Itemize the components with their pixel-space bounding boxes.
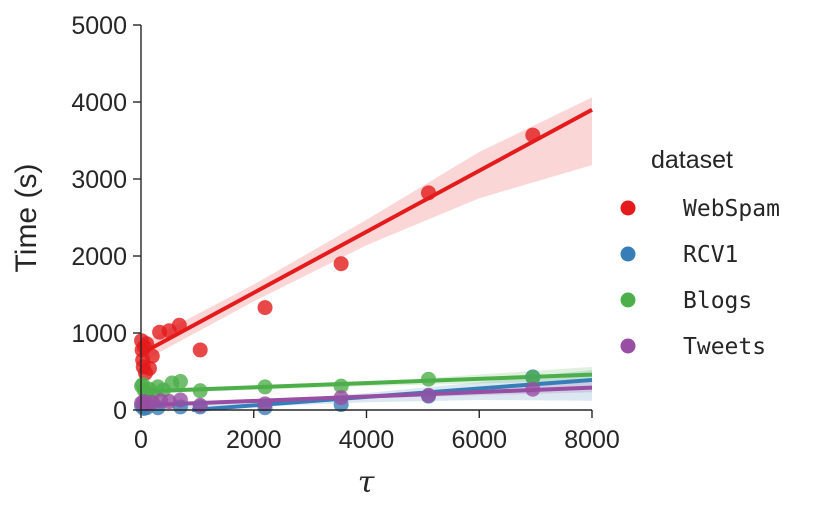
webspam-data-point (144, 348, 160, 364)
blogs-data-point (421, 371, 437, 387)
tweets-data-point (161, 394, 177, 410)
y-tick-label: 5000 (71, 12, 127, 40)
webspam-fit-line (140, 107, 593, 356)
tweets-data-point (333, 390, 349, 406)
legend-marker-blogs (620, 292, 636, 308)
webspam-data-point (421, 185, 437, 201)
webspam-data-point (333, 256, 349, 272)
legend-label-rcv1: RCV1 (683, 242, 738, 268)
tweets-data-point (192, 397, 208, 413)
tweets-data-point (525, 381, 541, 397)
blogs-data-point (333, 378, 349, 394)
y-tick-label: 1000 (71, 320, 127, 348)
legend-items: WebSpam RCV1 Blogs Tweets (620, 196, 780, 360)
x-tick-label: 0 (134, 426, 148, 454)
blogs-data-point (172, 374, 188, 390)
axes: 0 1000 2000 3000 4000 5000 0 2000 4000 6000 8000 (71, 12, 619, 454)
tweets-data-point (257, 396, 273, 412)
legend-item-webspam: WebSpam (620, 196, 780, 222)
tweets-data-point (172, 392, 188, 408)
legend-marker-tweets (620, 338, 636, 354)
legend-marker-rcv1 (620, 246, 636, 262)
x-tick-label: 2000 (226, 426, 282, 454)
legend-marker-webspam (620, 200, 636, 216)
blogs-fit-line (140, 372, 593, 394)
blogs-data-point (192, 383, 208, 399)
y-ticks: 0 1000 2000 3000 4000 5000 (71, 12, 141, 425)
webspam-data-point (141, 360, 157, 376)
legend-label-tweets: Tweets (683, 334, 766, 360)
y-tick-label: 4000 (71, 89, 127, 117)
y-tick-label: 3000 (71, 166, 127, 194)
y-tick-label: 0 (113, 397, 127, 425)
x-axis-title: τ (358, 465, 375, 500)
legend-label-webspam: WebSpam (683, 196, 780, 222)
legend-label-blogs: Blogs (683, 288, 752, 314)
legend-item-tweets: Tweets (620, 334, 766, 360)
legend-item-blogs: Blogs (620, 288, 752, 314)
x-tick-label: 6000 (451, 426, 507, 454)
legend: dataset WebSpam RCV1 Blogs Tweets (620, 146, 780, 360)
x-ticks: 0 2000 4000 6000 8000 (134, 410, 620, 454)
webspam-data-point (525, 127, 541, 143)
x-tick-label: 4000 (339, 426, 395, 454)
y-tick-label: 2000 (71, 243, 127, 271)
x-tick-label: 8000 (564, 426, 620, 454)
legend-title: dataset (651, 146, 733, 174)
data-points (134, 127, 541, 416)
rcv1-confidence-band (141, 369, 592, 410)
legend-item-rcv1: RCV1 (620, 242, 738, 268)
webspam-data-point (192, 342, 208, 358)
webspam-data-point (139, 336, 155, 352)
blogs-data-point (257, 379, 273, 395)
tweets-fit-line (140, 385, 593, 408)
y-axis-title: Time (s) (10, 164, 43, 273)
blogs-data-point (525, 370, 541, 386)
webspam-data-point (257, 300, 273, 316)
tweets-data-point (421, 387, 437, 403)
webspam-data-point (171, 317, 187, 333)
